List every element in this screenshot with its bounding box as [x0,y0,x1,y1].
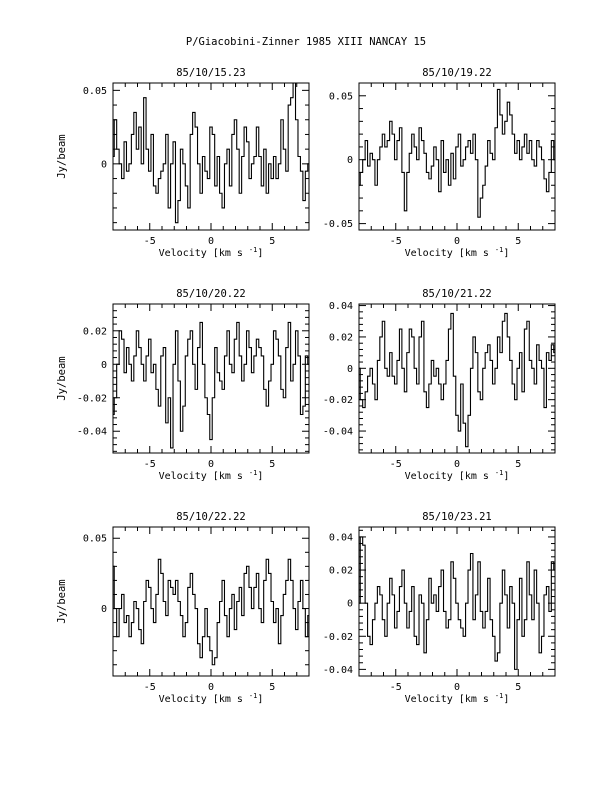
y-axis-label: Jy/beam [56,579,68,623]
y-tick-label: 0 [347,364,353,375]
y-axis-label: Jy/beam [56,356,68,400]
x-tick-label: 0 [208,459,214,470]
x-tick-label: -5 [390,236,402,247]
y-tick-label: 0 [101,159,107,170]
x-tick-label: 0 [208,236,214,247]
y-tick-label: 0.04 [329,301,353,312]
x-axis-label: Velocity [km s -1] [159,469,264,482]
y-tick-label: 0 [101,604,107,615]
x-tick-label: -5 [390,459,402,470]
y-tick-label: -0.02 [323,395,353,406]
x-tick-label: 0 [208,682,214,693]
x-axis-label: Velocity [km s -1] [405,246,510,259]
panel-title: 85/10/23.21 [422,511,492,523]
panel-4: -5 0 5 -0.04 -0.02 0 0.02 0.04 85/10/21.22 Veloci… [323,288,556,482]
y-tick-label: 0.05 [83,534,107,545]
x-tick-label: -5 [390,682,402,693]
y-tick-label: 0.02 [329,566,353,577]
panel-title: 85/10/22.22 [176,511,246,523]
plot-frame [358,526,556,677]
x-tick-label: 0 [454,459,460,470]
y-tick-label: 0.02 [83,326,107,337]
panel-3: -5 0 5 -0.04 -0.02 0 0.02 85/10/20.22 Velocity [… [56,288,310,482]
panel-title: 85/10/19.22 [422,67,492,79]
y-tick-label: -0.04 [323,427,353,438]
y-axis-label: Jy/beam [56,134,68,178]
y-tick-label: -0.04 [323,665,353,676]
spectrum-line [359,88,555,218]
x-axis-label: Velocity [km s -1] [405,469,510,482]
plot-frame [112,82,310,231]
spectrum-line [113,321,309,449]
y-tick-label: -0.04 [77,427,107,438]
x-tick-label: -5 [144,459,156,470]
y-tick-label: 0.05 [329,91,353,102]
x-tick-label: 0 [454,236,460,247]
x-axis-label: Velocity [km s -1] [405,692,510,705]
panel-title: 85/10/15.23 [176,67,246,79]
panel-6: -5 0 5 -0.04 -0.02 0 0.02 0.04 85/10/23.21 Veloci… [323,511,556,705]
spectrum-line [113,82,309,224]
x-tick-label: 5 [515,682,521,693]
panel-1: -5 0 5 0 0.05 85/10/15.23 Velocity [km s -1] Jy… [56,67,310,259]
plot-frame [112,526,310,677]
panel-5: -5 0 5 0 0.05 85/10/22.22 Velocity [km s -1] Jy… [56,511,310,705]
page-title: P/Giacobini-Zinner 1985 XIII NANCAY 15 [185,36,427,48]
panel-title: 85/10/20.22 [176,288,246,300]
x-tick-label: -5 [144,682,156,693]
y-tick-label: 0 [101,360,107,371]
y-tick-label: 0 [347,599,353,610]
plot-frame [358,303,556,454]
y-tick-label: -0.02 [77,393,107,404]
y-tick-label: -0.02 [323,632,353,643]
panel-title: 85/10/21.22 [422,288,492,300]
y-tick-label: 0 [347,155,353,166]
y-tick-label: -0.05 [323,219,353,230]
x-tick-label: 5 [269,682,275,693]
y-tick-label: 0.04 [329,532,353,543]
panel-2: -5 0 5 -0.05 0 0.05 85/10/19.22 Velocity [km s … [323,67,556,259]
x-tick-label: 5 [515,236,521,247]
spectrum-line [113,558,309,666]
x-tick-label: 5 [269,236,275,247]
y-tick-label: 0.05 [83,86,107,97]
spectrum-line [359,536,555,670]
x-tick-label: 0 [454,682,460,693]
x-tick-label: 5 [515,459,521,470]
y-tick-label: 0.02 [329,332,353,343]
plot-frame [358,82,556,231]
x-axis-label: Velocity [km s -1] [159,692,264,705]
x-tick-label: 5 [269,459,275,470]
spectrum-line [359,312,555,448]
x-axis-label: Velocity [km s -1] [159,246,264,259]
x-tick-label: -5 [144,236,156,247]
plot-frame [112,303,310,454]
